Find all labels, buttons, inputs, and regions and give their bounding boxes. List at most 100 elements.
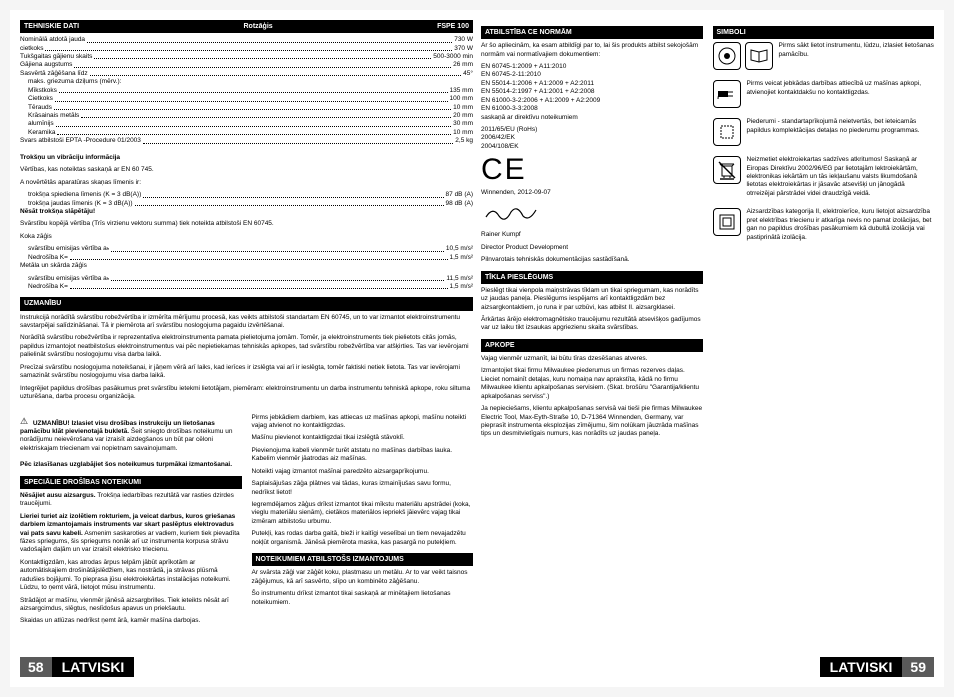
ce-dir-line: 2011/65/EU (RoHs)	[481, 126, 703, 134]
language-label: LATVISKI	[820, 657, 903, 677]
page-number: 59	[902, 657, 934, 677]
warning-box: UZMANĪBU! Izlasiet visu drošības instruk…	[20, 414, 242, 458]
noteik-header: NOTEIKUMIEM ATBILSTOŠS IZMANTOJUMS	[252, 553, 474, 566]
apkope-header: APKOPE	[481, 339, 703, 352]
uz-text-2: Norādītā svārstību robežvērtība ir repre…	[20, 334, 473, 359]
tk-2: Ārkārtas ārējo elektromagnētisko traucēj…	[481, 316, 703, 333]
spec-row: Gājiena augstums26 mm	[20, 61, 473, 69]
spec-row: Sasvērtā zāģēšana līdz45°	[20, 70, 473, 78]
spec-row: svārstību emisijas vērtība aₕ11,5 m/s²	[28, 275, 473, 283]
symbol-row-5: Aizsardzības kategorija II, elektroierīc…	[713, 208, 935, 242]
ap-2: Izmantojiet tikai firmu Milwaukee pieder…	[481, 367, 703, 401]
rc-4: Noteikti vajag izmantot mašīnai paredzēt…	[252, 468, 474, 476]
ce-norm-line: EN 60745-1:2009 + A11:2010	[481, 63, 703, 71]
vib-specs-2: svārstību emisijas vērtība aₕ11,5 m/s²Ne…	[20, 275, 473, 292]
page-left: TEHNISKIE DATI Rotzāģis FSPE 100 Nomināl…	[20, 20, 473, 677]
sym-text-4: Neizmetiet elektroiekartas sadzīves atkr…	[747, 156, 935, 198]
ce-place: Winnenden, 2012-09-07	[481, 189, 703, 197]
ce-intro: Ar šo apliecinām, ka esam atbildīgi par …	[481, 42, 703, 59]
vib-metal: Metāla un skārda zāģis	[20, 262, 473, 270]
ce-norm-line: EN 61000-3-3:2008	[481, 105, 703, 113]
ss-4: Strādājot ar mašīnu, vienmēr jānēsā aizs…	[20, 597, 242, 614]
spec-row: alumīnijs30 mm	[28, 120, 473, 128]
vib-intro: Svārstību kopējā vērtība (Trīs virzienu …	[20, 220, 473, 228]
ss-1: Nēsājiet ausu aizsargus. Trokšņa iedarbī…	[20, 492, 242, 509]
noise-a: A novērtētās aparatūras skaņas līmenis i…	[20, 179, 473, 187]
sym-text-3: Piederumi - standartaprīkojumā neietvert…	[747, 118, 935, 146]
sym-text-5: Aizsardzības kategorija II, elektroierīc…	[747, 208, 935, 242]
ce-name: Rainer Kumpf	[481, 231, 703, 239]
tech-mid: Rotzāģis	[244, 22, 273, 31]
symbol-row-1: Pirms sākt lietot instrumentu, lūdzu, iz…	[713, 42, 935, 70]
warn-keep: Pēc izlasīšanas uzglabājiet šos noteikum…	[20, 461, 242, 469]
footer-left: 58 LATVISKI	[20, 657, 473, 677]
tech-label: TEHNISKIE DATI	[24, 22, 79, 31]
vib-specs-1: svārstību emisijas vērtība aₕ10,5 m/s²Ne…	[20, 245, 473, 262]
rc-5: Saplaisājušas zāģa plātnes vai tādas, ku…	[252, 480, 474, 497]
page-right: ATBILSTĪBA CE NORMĀM Ar šo apliecinām, k…	[481, 20, 934, 677]
ce-norm-line: EN 61000-3-2:2006 + A1:2009 + A2:2009	[481, 97, 703, 105]
spec-weight: Svars atbilstoši EPTA -Procedure 01/2003…	[20, 137, 473, 145]
uz-text-3: Precīzai svārstību noslogojuma noteikšan…	[20, 364, 473, 381]
wear-ear: Nēsāt trokšņa slāpētāju!	[20, 208, 473, 216]
ap-1: Vajag vienmēr uzmanīt, lai būtu tīras dz…	[481, 355, 703, 363]
spec-row: cietkoks370 W	[20, 45, 473, 53]
spec-row: Cietkoks100 mm	[28, 95, 473, 103]
spec-row: Krāsainais metāls20 mm	[28, 112, 473, 120]
rc-1: Pirms jebkādiem darbiem, kas attiecas uz…	[252, 414, 474, 431]
footer-right: LATVISKI 59	[481, 657, 934, 677]
signature-block	[481, 202, 703, 227]
spec-row: Nedrošība K=1,5 m/s²	[28, 254, 473, 262]
ce-dir-label: saskaņā ar direktīvu noteikumiem	[481, 114, 703, 122]
tikla-header: TĪKLA PIESLĒGUMS	[481, 271, 703, 284]
language-label: LATVISKI	[52, 657, 135, 677]
symbol-row-3: Piederumi - standartaprīkojumā neietvert…	[713, 118, 935, 146]
spec-row: trokšņa spiediena līmenis (K = 3 dB(A))8…	[28, 191, 473, 199]
depth-label: maks. griezuma dziļums (mērv.):	[20, 78, 473, 86]
signature-icon	[481, 202, 541, 224]
tk-1: Pieslēgt tikai vienpola maiņstrāvas tīkl…	[481, 287, 703, 312]
symbol-row-2: Pirms veicat jebkādas darbības attiecībā…	[713, 80, 935, 108]
page-number: 58	[20, 657, 52, 677]
ss-5: Skaidas un atlūzas nedrīkst ņemt ārā, ka…	[20, 617, 242, 625]
tech-model: FSPE 100	[437, 22, 469, 31]
ce-mark-icon: CE	[481, 155, 703, 185]
ce-dir-line: 2006/42/EK	[481, 134, 703, 142]
spec-row: trokšņa jaudas līmenis (K = 3 dB(A))98 d…	[28, 200, 473, 208]
uzmanibu-header: UZMANĪBU	[20, 297, 473, 310]
manual-spread: TEHNISKIE DATI Rotzāģis FSPE 100 Nomināl…	[10, 10, 944, 687]
spec-row: Tērauds10 mm	[28, 104, 473, 112]
sym-text-1: Pirms sākt lietot instrumentu, lūdzu, iz…	[779, 42, 935, 70]
accessory-icon	[713, 118, 741, 146]
noise-specs: trokšņa spiediena līmenis (K = 3 dB(A))8…	[20, 191, 473, 208]
spec-list: Nominālā atdotā jauda730 Wcietkoks370 WT…	[20, 36, 473, 78]
ce-norm-line: EN 55014-2:1997 + A1:2001 + A2:2008	[481, 88, 703, 96]
noise-title: Trokšņu un vibrāciju informācija	[20, 154, 473, 162]
read-manual-icon	[713, 42, 741, 70]
spec-row: svārstību emisijas vērtība aₕ10,5 m/s²	[28, 245, 473, 253]
rc-7: Putekļi, kas rodas darba gaitā, bieži ir…	[252, 530, 474, 547]
spec-row: Nedrošība K=1,5 m/s²	[28, 283, 473, 291]
simboli-header: SIMBOLI	[713, 26, 935, 39]
rc-6: Iegremdējamos zāģus drīkst izmantot tika…	[252, 501, 474, 526]
ss-3: Kontaktligzdām, kas atrodas ārpus telpām…	[20, 559, 242, 593]
ce-norms: EN 60745-1:2009 + A11:2010EN 60745-2-11:…	[481, 63, 703, 114]
uz-text-1: Instrukcijā norādītā svārstību robežvērt…	[20, 314, 473, 331]
special-safety-header: SPECIĀLIE DROŠĪBAS NOTEIKUMI	[20, 476, 242, 489]
ap-3: Ja nepieciešams, klientu apkalpošanas se…	[481, 405, 703, 439]
tech-data-header: TEHNISKIE DATI Rotzāģis FSPE 100	[20, 20, 473, 33]
ce-title: Director Product Development	[481, 244, 703, 252]
ss-2: Lieriei turiet aiz izolētiem rokturiem, …	[20, 513, 242, 555]
rc-2: Mašīnu pievienot kontaktligzdai tikai iz…	[252, 434, 474, 442]
spec-row: Mīkstkoks135 mm	[28, 87, 473, 95]
ce-norm-line: EN 60745-2-11:2010	[481, 71, 703, 79]
symbol-row-4: Neizmetiet elektroiekartas sadzīves atkr…	[713, 156, 935, 198]
noise-intro: Vērtības, kas noteiktas saskaņā ar EN 60…	[20, 166, 473, 174]
vib-wood: Koka zāģis	[20, 233, 473, 241]
spec-row: Tukšgaitas gājienu skaits500-3000 min	[20, 53, 473, 61]
warning-icon	[20, 418, 29, 426]
book-icon	[745, 42, 773, 70]
rc-3: Pievienojuma kabeli vienmēr turēt atstat…	[252, 447, 474, 464]
spec-row: Nominālā atdotā jauda730 W	[20, 36, 473, 44]
ce-header: ATBILSTĪBA CE NORMĀM	[481, 26, 703, 39]
